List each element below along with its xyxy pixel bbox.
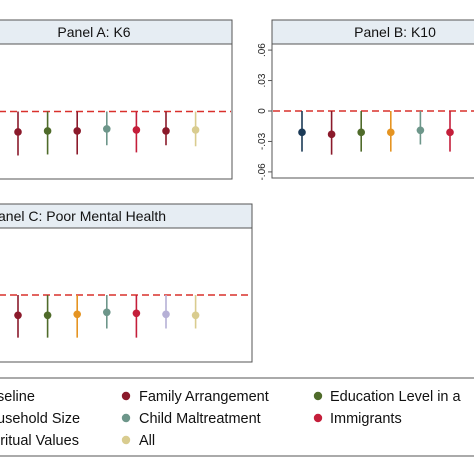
estimate-point [327, 130, 336, 139]
legend-label: seline [0, 389, 35, 405]
legend: seline Family Arrangement Education Level … [0, 377, 474, 457]
legend-frame [0, 377, 474, 457]
legend-label: Family Arrangement [139, 389, 269, 405]
estimate-point [162, 310, 170, 319]
estimate-point [43, 127, 52, 135]
y-tick-label: .03 [257, 73, 268, 87]
estimate-point [416, 126, 425, 135]
legend-label: iritual Values [0, 433, 79, 449]
estimate-point [73, 127, 81, 135]
panel-a-k6: Panel A: K6 [0, 19, 233, 180]
legend-marker [313, 413, 323, 423]
estimate-point [14, 128, 22, 136]
legend-marker [313, 391, 323, 401]
panel-b-marks [273, 110, 474, 155]
estimate-point [191, 126, 200, 134]
estimate-point [298, 128, 306, 137]
y-tick-label: 0 [257, 108, 268, 114]
legend-label: Immigrants [330, 411, 402, 427]
panel-a-title: Panel A: K6 [57, 24, 130, 40]
legend-marker [121, 435, 131, 445]
panel-c-poor-mental-health: anel C: Poor Mental Health [0, 203, 253, 363]
estimate-point [73, 310, 81, 319]
estimate-point [162, 127, 170, 135]
estimate-point [446, 128, 454, 137]
estimate-point [132, 309, 141, 318]
y-tick-label: -.06 [257, 163, 268, 181]
estimate-point [387, 128, 395, 137]
panel-b-k10: Panel B: K10 -.06 -.03 0 .03 .06 [257, 19, 474, 181]
estimate-point [357, 128, 366, 137]
panel-b-y-axis: -.06 -.03 0 .03 .06 [257, 43, 272, 181]
legend-label: All [139, 433, 155, 449]
panel-c-header [0, 203, 253, 229]
legend-marker [121, 413, 131, 423]
estimate-point [191, 311, 200, 320]
panel-b-header [271, 19, 474, 45]
legend-label: Child Maltreatment [139, 411, 261, 427]
panel-a-header [0, 19, 233, 45]
panel-c-marks [0, 294, 251, 338]
y-tick-label: .06 [257, 43, 268, 57]
legend-marker [121, 391, 131, 401]
estimate-point [43, 311, 52, 320]
legend-label: usehold Size [0, 411, 80, 427]
estimate-point [103, 125, 111, 133]
legend-label: Education Level in a [330, 389, 462, 405]
panel-b-title: Panel B: K10 [354, 24, 436, 40]
estimate-point [103, 308, 111, 317]
estimate-point [14, 311, 22, 320]
y-tick-label: -.03 [257, 132, 268, 150]
panel-a-marks [0, 110, 231, 156]
panel-c-title: anel C: Poor Mental Health [0, 208, 166, 224]
estimate-point [132, 126, 141, 134]
